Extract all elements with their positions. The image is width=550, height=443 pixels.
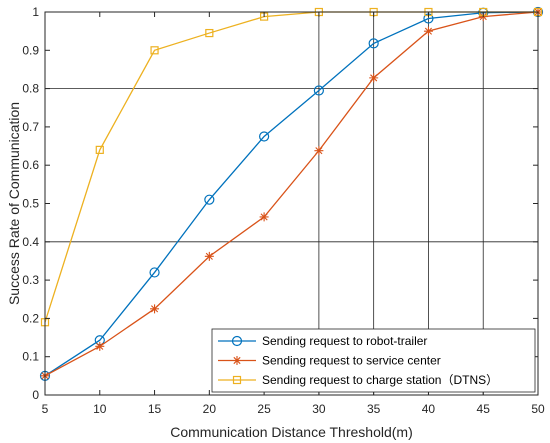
legend-box <box>211 328 536 393</box>
data-point <box>150 46 159 55</box>
circle-marker <box>231 335 243 347</box>
data-point <box>423 26 433 36</box>
star-marker <box>314 146 324 156</box>
data-point <box>368 38 379 49</box>
x-tick-label: 20 <box>203 402 217 416</box>
y-tick-label: 0.8 <box>22 82 39 96</box>
square-marker <box>232 375 242 385</box>
circle-marker <box>149 267 160 278</box>
legend-entry: Sending request to service center <box>218 354 441 368</box>
circle-marker <box>259 131 270 142</box>
star-marker <box>259 212 269 222</box>
x-tick-label: 15 <box>148 402 162 416</box>
circle-marker <box>368 38 379 49</box>
y-tick-label: 0 <box>32 388 39 402</box>
legend-label: Sending request to robot-trailer <box>262 334 427 348</box>
data-point <box>95 341 105 351</box>
series-line <box>44 11 539 377</box>
circle-marker <box>204 194 215 205</box>
data-point <box>95 145 104 154</box>
data-point <box>205 28 214 38</box>
x-tick-label: 5 <box>42 402 49 416</box>
y-tick-label: 0.5 <box>22 197 39 211</box>
legend-marker <box>231 335 243 347</box>
series-layer <box>39 6 544 381</box>
circle-marker <box>313 85 324 96</box>
y-tick-label: 0.7 <box>22 120 39 134</box>
star-marker <box>369 73 379 83</box>
square-marker <box>205 28 214 38</box>
x-tick-label: 25 <box>257 402 271 416</box>
y-tick-label: 0.9 <box>22 43 39 57</box>
y-axis-label: Success Rate of Communication <box>6 102 22 305</box>
legend-marker <box>232 375 242 385</box>
x-tick-label: 50 <box>531 402 545 416</box>
y-tick-label: 0.3 <box>22 273 39 287</box>
x-axis-label: Communication Distance Threshold(m) <box>170 424 413 440</box>
star-marker <box>204 251 214 261</box>
y-tick-label: 0.2 <box>22 311 39 325</box>
x-tick-label: 30 <box>312 402 326 416</box>
data-point <box>204 251 214 261</box>
data-point <box>259 131 270 142</box>
star-marker <box>423 26 433 36</box>
data-point <box>313 85 324 96</box>
series-line <box>44 11 539 377</box>
legend-label: Sending request to service center <box>262 354 441 368</box>
axis-ticks: 5 10 15 20 25 30 35 40 45 50 0 0.1 0.2 0.3 0.4 0.5 0.6 0.… <box>22 5 545 416</box>
square-marker <box>150 46 159 55</box>
y-tick-label: 0.4 <box>22 235 39 249</box>
data-point <box>369 73 379 83</box>
x-tick-label: 45 <box>477 402 491 416</box>
x-tick-label: 10 <box>93 402 107 416</box>
star-marker <box>95 341 105 351</box>
y-tick-label: 0.1 <box>22 350 39 364</box>
square-marker <box>95 145 104 154</box>
data-point <box>314 146 324 156</box>
data-point <box>204 194 215 205</box>
x-tick-label: 40 <box>422 402 436 416</box>
y-tick-label: 1 <box>32 5 39 19</box>
data-point <box>150 304 160 314</box>
star-marker <box>150 304 160 314</box>
data-point <box>259 212 269 222</box>
legend-entry: Sending request to robot-trailer <box>218 334 427 348</box>
legend-marker <box>232 356 242 365</box>
x-tick-label: 35 <box>367 402 381 416</box>
star-marker <box>232 356 242 365</box>
legend: Sending request to robot-trailer Sending … <box>211 328 536 393</box>
legend-entry: Sending request to charge station（DTNS） <box>218 373 498 387</box>
legend-label: Sending request to charge station（DTNS） <box>262 373 498 387</box>
y-tick-label: 0.6 <box>22 158 39 172</box>
data-point <box>149 267 160 278</box>
